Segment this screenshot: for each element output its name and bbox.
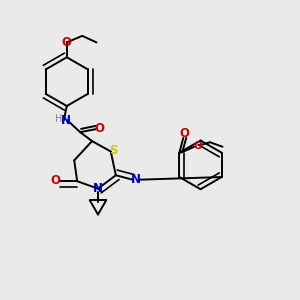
Text: O: O	[179, 127, 190, 140]
Text: N: N	[93, 182, 103, 195]
Text: N: N	[61, 114, 71, 127]
Text: O: O	[62, 36, 72, 49]
Text: O: O	[193, 141, 202, 151]
Text: N: N	[131, 173, 141, 186]
Text: H: H	[55, 114, 62, 124]
Text: O: O	[50, 174, 60, 187]
Text: O: O	[94, 122, 104, 135]
Text: S: S	[109, 143, 117, 157]
